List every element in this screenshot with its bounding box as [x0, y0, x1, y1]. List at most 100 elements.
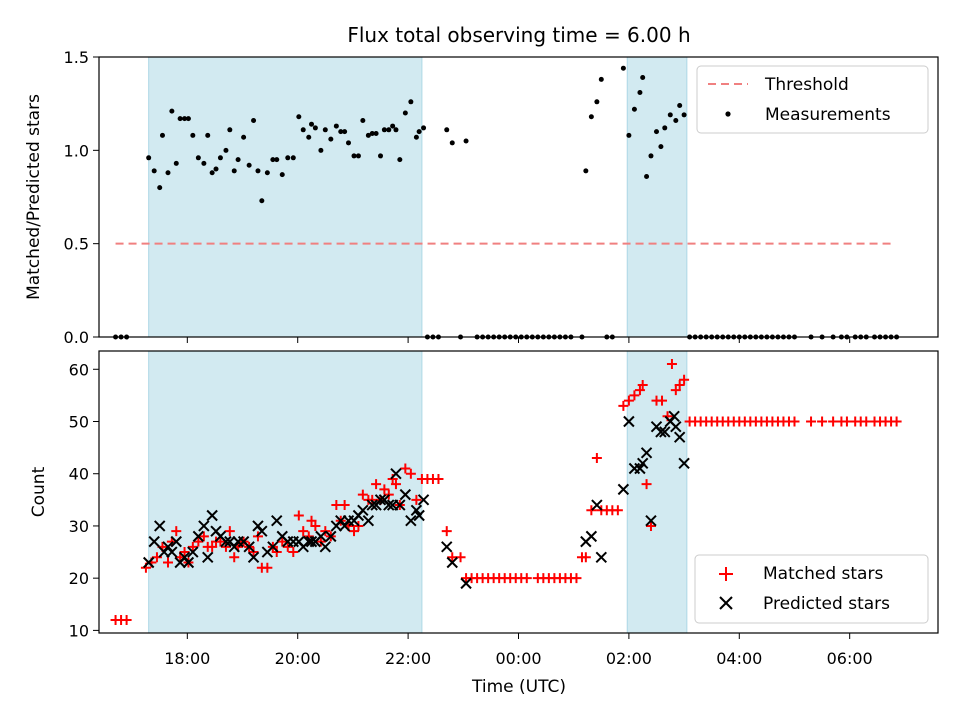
predicted-points [142, 410, 690, 590]
measurement-point [246, 162, 252, 168]
measurement-point [290, 155, 296, 161]
x-tick-label: 04:00 [716, 649, 762, 668]
predicted-legend-marker [719, 596, 733, 610]
measurement-point [598, 76, 604, 82]
measurement-point [146, 155, 152, 161]
matched-star-point [224, 526, 235, 537]
matched-legend-marker [719, 567, 733, 581]
x-tick-label: 22:00 [385, 649, 431, 668]
measurement-point [644, 173, 650, 179]
predicted-star-point [678, 457, 690, 469]
matched-star-point [891, 416, 902, 427]
y-tick-label: 60 [69, 360, 89, 379]
predicted-star-point [220, 535, 232, 548]
matched-star-point [390, 479, 401, 490]
measurement-point [217, 155, 223, 161]
matched-star-point [405, 468, 416, 479]
y-tick-label: 1.5 [64, 48, 89, 67]
matched-star-point [229, 552, 240, 563]
matched-star-point [666, 359, 677, 370]
matched-star-point [623, 395, 634, 406]
measurement-point [631, 106, 637, 112]
x-tick-label: 02:00 [606, 649, 652, 668]
measurement-point [227, 127, 233, 133]
measurement-point [351, 153, 357, 159]
measurement-point [626, 132, 632, 138]
ratio-x-ticks [186, 337, 851, 343]
matched-star-point [349, 526, 360, 537]
measurement-point [640, 75, 646, 81]
measurement-point [369, 131, 375, 137]
matched-star-point [379, 484, 390, 495]
matched-star-point [207, 541, 218, 552]
matched-star-point [521, 573, 532, 584]
measurement-point [677, 103, 683, 109]
matched-star-point [357, 489, 368, 500]
measurement-point [264, 170, 270, 176]
measurement-point [169, 108, 175, 114]
measurement-point [165, 170, 171, 176]
count-y-axis-label: Count [29, 466, 49, 517]
measurement-point [318, 147, 324, 153]
matched-star-point [371, 479, 382, 490]
x-tick-label: 06:00 [827, 649, 873, 668]
predicted-star-point [383, 499, 395, 511]
measurement-point [173, 160, 179, 166]
predicted-star-point [636, 457, 649, 469]
measurement-point [373, 131, 379, 137]
threshold-legend-label: Threshold [764, 75, 849, 95]
y-tick-label: 0.5 [64, 235, 89, 254]
y-tick-label: 0.0 [64, 328, 89, 347]
measurement-point [251, 117, 257, 123]
measurement-point [205, 132, 211, 138]
measurement-point [648, 153, 654, 159]
matched-points [110, 359, 902, 625]
predicted-star-point [142, 556, 155, 569]
observing-span [626, 56, 688, 338]
matched-star-point [612, 505, 623, 516]
measurement-point [296, 114, 302, 120]
matched-star-point [193, 536, 204, 547]
measurement-point [270, 157, 276, 163]
y-tick-label: 1.0 [64, 141, 89, 160]
count-legend: Matched stars Predicted stars [694, 554, 929, 624]
matched-star-point [162, 557, 173, 568]
matched-star-point [298, 526, 309, 537]
ratio-y-ticks: 0.0 0.5 1.0 1.5 [64, 48, 99, 347]
matched-legend-label: Matched stars [763, 564, 883, 584]
matched-star-point [282, 541, 293, 552]
measurement-point [213, 166, 219, 172]
ratio-legend-box [696, 65, 929, 134]
measurement-point [449, 140, 455, 146]
x-tick-label: 20:00 [275, 649, 321, 668]
measurement-point [241, 134, 247, 140]
matched-star-point [670, 385, 681, 396]
predicted-star-point [305, 535, 318, 548]
ratio-legend: Threshold Measurements [696, 65, 929, 134]
measurement-point [386, 127, 392, 133]
count-legend-box [694, 554, 929, 624]
predicted-star-point [170, 535, 182, 548]
measurement-point [322, 127, 328, 133]
measurements-legend-marker [725, 111, 731, 117]
measurement-point [413, 134, 419, 140]
measurement-point [673, 117, 679, 123]
matched-star-point [674, 379, 685, 390]
measurement-point [583, 168, 589, 174]
measurement-point [381, 127, 387, 133]
predicted-legend-label: Predicted stars [763, 594, 890, 614]
matched-star-point [198, 531, 209, 542]
count-panel: 10 20 30 40 50 60 18:00 20:00 22:00 00:00 02:00 04… [29, 350, 939, 697]
predicted-star-point [655, 426, 667, 438]
matched-star-point [679, 374, 690, 385]
matched-star-point [262, 562, 273, 573]
measurement-point [195, 155, 201, 161]
matched-star-point [411, 494, 422, 505]
measurement-point [255, 168, 261, 174]
measurement-point [360, 117, 366, 123]
measurement-point [355, 153, 361, 159]
predicted-star-point [319, 541, 332, 553]
measurement-point [306, 134, 312, 140]
matched-star-point [634, 385, 645, 396]
measurement-point [667, 112, 673, 118]
